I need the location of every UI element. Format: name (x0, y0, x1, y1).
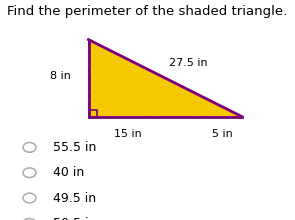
Text: 55.5 in: 55.5 in (53, 141, 96, 154)
Text: Find the perimeter of the shaded triangle.: Find the perimeter of the shaded triangl… (7, 6, 288, 18)
Text: 8 in: 8 in (50, 71, 71, 81)
Text: 40 in: 40 in (53, 166, 84, 179)
Polygon shape (88, 40, 242, 117)
Text: 50.5 in: 50.5 in (53, 217, 96, 220)
Text: 15 in: 15 in (114, 129, 142, 139)
Text: 27.5 in: 27.5 in (170, 58, 208, 68)
Text: 49.5 in: 49.5 in (53, 191, 96, 205)
Text: 5 in: 5 in (212, 129, 233, 139)
